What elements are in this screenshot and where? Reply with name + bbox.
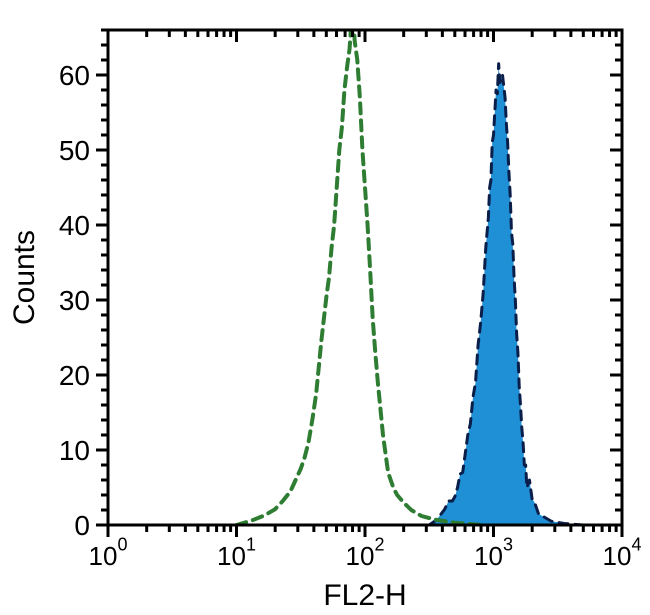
x-axis-title: FL2-H xyxy=(323,579,406,612)
y-tick-label: 20 xyxy=(59,360,90,391)
y-axis-title: Counts xyxy=(8,230,41,325)
y-tick-label: 50 xyxy=(59,135,90,166)
y-tick-label: 60 xyxy=(59,60,90,91)
y-tick-label: 30 xyxy=(59,285,90,316)
y-tick-label: 40 xyxy=(59,210,90,241)
flow-cytometry-histogram: 0102030405060Counts100101102103104FL2-H xyxy=(0,0,650,615)
chart-svg: 0102030405060Counts100101102103104FL2-H xyxy=(0,0,650,615)
y-tick-label: 10 xyxy=(59,435,90,466)
y-tick-label: 0 xyxy=(74,510,90,541)
